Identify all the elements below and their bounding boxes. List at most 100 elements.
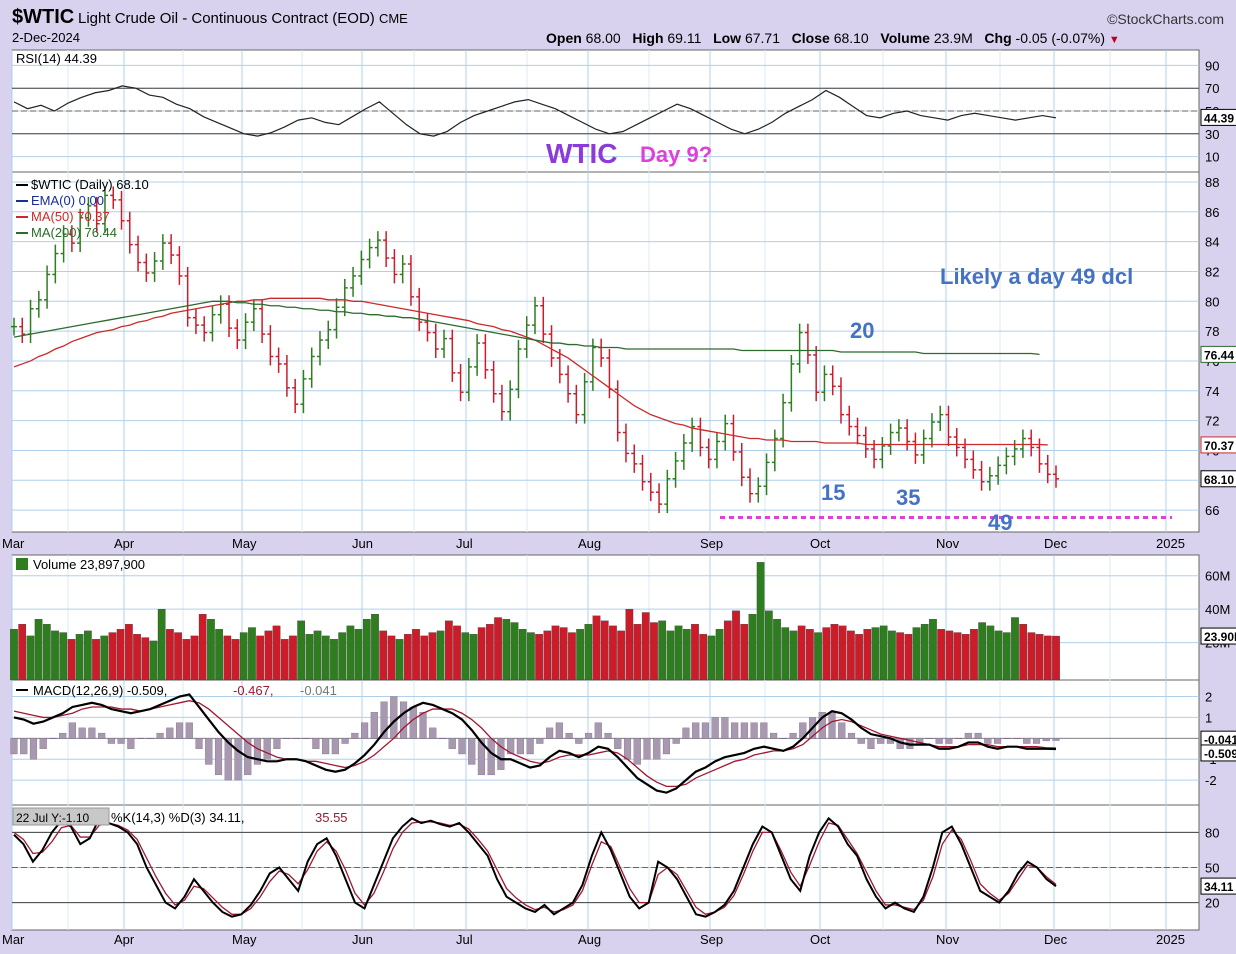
volume-bar [838, 625, 847, 681]
macd-histogram-bar [507, 738, 515, 755]
volume-bar [929, 619, 937, 681]
volume-bar [420, 635, 429, 681]
macd-histogram-bar [857, 738, 865, 744]
volume-bar [100, 635, 109, 681]
stoch-k-line [13, 816, 1057, 918]
volume-bar [313, 630, 322, 681]
volume-bar [986, 625, 995, 681]
volume-bar [157, 608, 166, 681]
volume-bar [1019, 624, 1028, 681]
volume-bar [1002, 632, 1011, 681]
volume-bar [1052, 635, 1060, 681]
macd-histogram-bar [292, 738, 300, 739]
volume-bar [551, 625, 560, 681]
macd-histogram-bar [925, 738, 933, 739]
month-label: Dec [1044, 932, 1068, 947]
month-label: Jun [352, 536, 373, 551]
macd-legend-signal: -0.467, [233, 683, 273, 698]
macd-histogram-bar [468, 738, 476, 765]
volume-bar [847, 630, 855, 681]
month-label: Mar [2, 932, 25, 947]
macd-histogram-bar [166, 727, 174, 739]
y-tick-label: 30 [1205, 127, 1219, 142]
macd-histogram-bar [536, 738, 544, 744]
volume-bar [486, 624, 494, 681]
macd-histogram-bar [88, 727, 96, 739]
macd-signal-line [13, 700, 1057, 788]
last-value-box [1200, 627, 1236, 645]
volume-bar [658, 620, 667, 681]
macd-histogram-bar [575, 738, 583, 744]
volume-bar [239, 632, 248, 681]
y-tick-label: 84 [1205, 235, 1219, 250]
chart-date: 2-Dec-2024 [12, 30, 80, 45]
ma200-line [13, 300, 1040, 356]
macd-histogram-bar [78, 727, 86, 739]
volume-value: 23.9M [933, 30, 973, 46]
macd-histogram-bar [302, 738, 310, 739]
volume-bar [535, 634, 543, 681]
volume-bar [617, 630, 625, 681]
y-tick-label: 82 [1205, 264, 1219, 279]
macd-histogram-bar [662, 738, 671, 755]
macd-histogram-bar [633, 738, 641, 765]
macd-histogram-bar [945, 738, 953, 744]
macd-histogram-bar [185, 722, 193, 739]
macd-histogram-bar [750, 722, 758, 739]
macd-histogram-bar [263, 738, 271, 760]
month-label: Oct [810, 536, 831, 551]
volume-bar [67, 639, 76, 681]
volume-bar [469, 634, 478, 681]
rsi-line [13, 85, 1057, 137]
volume-bar [625, 608, 634, 681]
y-tick-label: 20 [1205, 896, 1219, 911]
volume-bar [994, 630, 1003, 681]
volume-bar [715, 629, 724, 681]
macd-histogram-bar [974, 732, 982, 739]
volume-bar [806, 629, 814, 681]
last-value-box [1200, 108, 1236, 126]
volume-bar [84, 630, 92, 681]
volume-bar [527, 632, 535, 681]
macd-histogram-bar [955, 738, 963, 739]
y-tick-label: 90 [1205, 58, 1219, 73]
volume-bar [272, 625, 281, 681]
macd-histogram-bar [224, 738, 232, 781]
last-value-label: -0.041 [1204, 733, 1236, 747]
y-tick-label: 80 [1205, 825, 1219, 840]
volume-bar [280, 639, 289, 681]
macd-histogram-bar [643, 738, 651, 760]
macd-histogram-bar [740, 722, 748, 739]
month-label: Aug [578, 932, 601, 947]
y-tick-label: 86 [1205, 205, 1219, 220]
y-tick-label: 60M [1205, 569, 1230, 584]
volume-bar [42, 624, 51, 681]
chg-label: Chg [984, 30, 1012, 46]
volume-bar [453, 625, 461, 681]
macd-histogram-bar [351, 732, 359, 739]
y-tick-label: 10 [1205, 150, 1219, 165]
volume-bar [789, 630, 798, 681]
last-value-label: 23.90M [1204, 630, 1236, 644]
volume-bar [34, 619, 43, 681]
macd-histogram-bar [867, 738, 875, 749]
macd-histogram-bar [390, 696, 398, 739]
volume-bar [10, 629, 18, 681]
month-label: Oct [810, 932, 831, 947]
volume-bar [26, 635, 35, 681]
month-label: Sep [700, 536, 723, 551]
cycle-label-15: 15 [821, 480, 845, 505]
close-label: Close [791, 30, 830, 46]
volume-bar [896, 632, 904, 681]
last-value-label: 44.39 [1204, 111, 1234, 125]
volume-bar [330, 639, 338, 681]
macd-histogram-bar [399, 701, 408, 739]
macd-histogram-bar [137, 738, 145, 739]
macd-histogram-bar [370, 712, 378, 739]
brand-logo[interactable]: ©StockCharts.com [1107, 11, 1224, 27]
panel-macd-bg [11, 679, 1200, 806]
macd-histogram-bar [68, 722, 76, 739]
volume-bar [166, 629, 174, 681]
down-arrow-icon: ▼ [1108, 34, 1120, 46]
